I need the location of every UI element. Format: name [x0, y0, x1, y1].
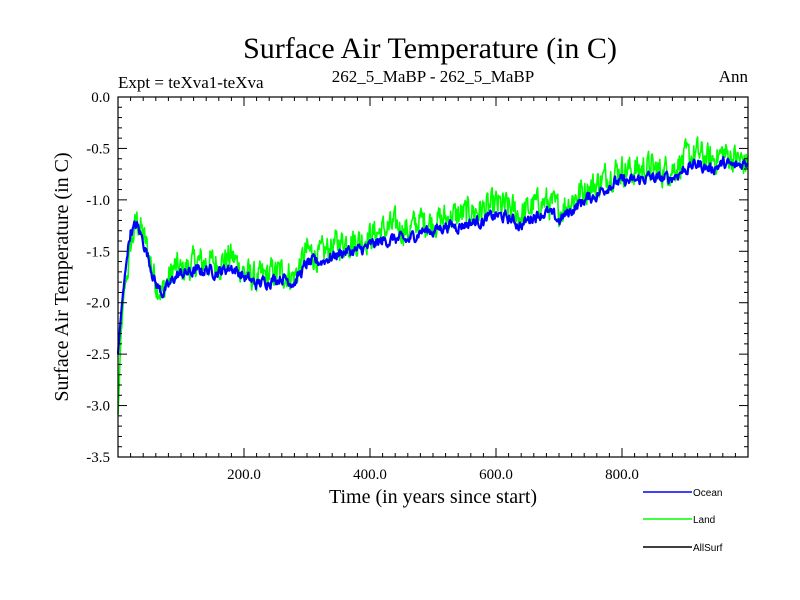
series-layer [116, 136, 749, 415]
y-tick-label: -2.0 [86, 296, 110, 312]
season-label: Ann [719, 67, 749, 86]
period-label: 262_5_MaBP - 262_5_MaBP [332, 67, 534, 86]
y-axis-label: Surface Air Temperature (in C) [51, 152, 73, 401]
y-tick-label: -1.0 [86, 193, 110, 209]
y-tick-label: -3.0 [86, 399, 110, 415]
legend-label-land: Land [693, 515, 715, 526]
legend-label-ocean: Ocean [693, 488, 722, 499]
series-line-ocean [116, 155, 749, 355]
x-tick-label: 200.0 [227, 467, 261, 483]
x-tick-label: 600.0 [479, 467, 513, 483]
y-tick-label: -0.5 [86, 141, 110, 157]
y-tick-label: -3.5 [86, 450, 110, 466]
axis-ticks: 200.0 400.0 600.0 800.0 0.0 -0.5 -1.0 -1.5 -2.0 -… [86, 90, 748, 483]
y-tick-label: -1.5 [86, 244, 110, 260]
x-tick-label: 400.0 [353, 467, 387, 483]
experiment-label: Expt = teXva1-teXva [118, 73, 264, 92]
y-tick-label: 0.0 [91, 90, 110, 106]
series-line-land [117, 136, 749, 415]
legend-label-allsurf: AllSurf [693, 543, 723, 554]
chart-title: Surface Air Temperature (in C) [243, 32, 617, 65]
legend: Ocean Land AllSurf [643, 488, 723, 554]
x-axis-label: Time (in years since start) [329, 486, 537, 508]
y-tick-label: -2.5 [86, 347, 110, 363]
x-tick-label: 800.0 [605, 467, 639, 483]
